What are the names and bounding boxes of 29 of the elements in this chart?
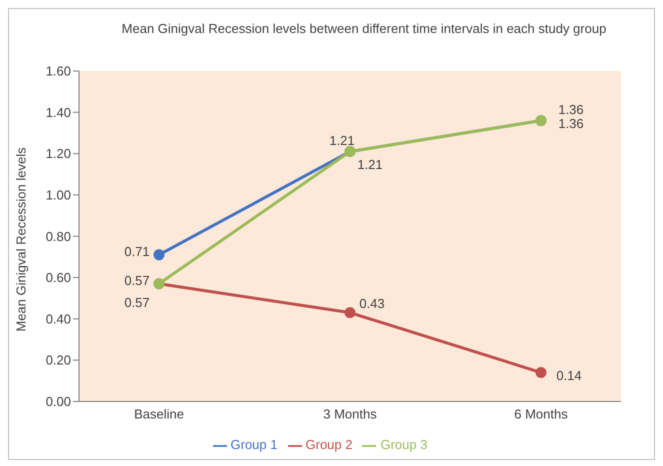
legend-label: Group 1 bbox=[230, 437, 278, 452]
y-tick-label: 1.60 bbox=[46, 64, 71, 79]
data-label: 0.57 bbox=[124, 295, 150, 310]
y-tick-label: 0.20 bbox=[46, 352, 71, 368]
y-tick-label: 0.60 bbox=[46, 270, 71, 286]
x-tick-label: 6 Months bbox=[514, 406, 568, 422]
chart-title: Mean Ginigval Recession levels between different time intervals in each study group bbox=[120, 20, 608, 38]
data-label: 0.43 bbox=[359, 296, 385, 312]
x-tick-label: 3 Months bbox=[323, 406, 378, 422]
y-tick-label: 1.00 bbox=[46, 188, 71, 203]
point bbox=[154, 249, 164, 260]
data-label: 1.21 bbox=[329, 132, 355, 148]
y-axis-title: Mean Ginigval Recession levels bbox=[14, 146, 29, 332]
point bbox=[344, 307, 356, 318]
legend-label: Group 2 bbox=[306, 437, 352, 452]
point bbox=[536, 367, 546, 378]
data-label: 1.36 bbox=[558, 102, 584, 118]
y-tick-label: 0.80 bbox=[46, 228, 71, 244]
data-label: 1.36 bbox=[558, 116, 584, 132]
y-tick-label: 1.40 bbox=[46, 104, 71, 120]
y-tick-label: 1.20 bbox=[46, 146, 71, 162]
data-label: 0.14 bbox=[556, 368, 582, 383]
legend-label: Group 3 bbox=[380, 437, 428, 452]
y-tick-label: 0.40 bbox=[46, 311, 71, 326]
y-tick-label: 0.00 bbox=[46, 394, 71, 410]
data-label: 0.71 bbox=[124, 244, 150, 260]
x-tick-label: Baseline bbox=[134, 406, 184, 422]
data-label: 1.21 bbox=[357, 156, 383, 172]
data-label: 0.57 bbox=[124, 273, 150, 288]
